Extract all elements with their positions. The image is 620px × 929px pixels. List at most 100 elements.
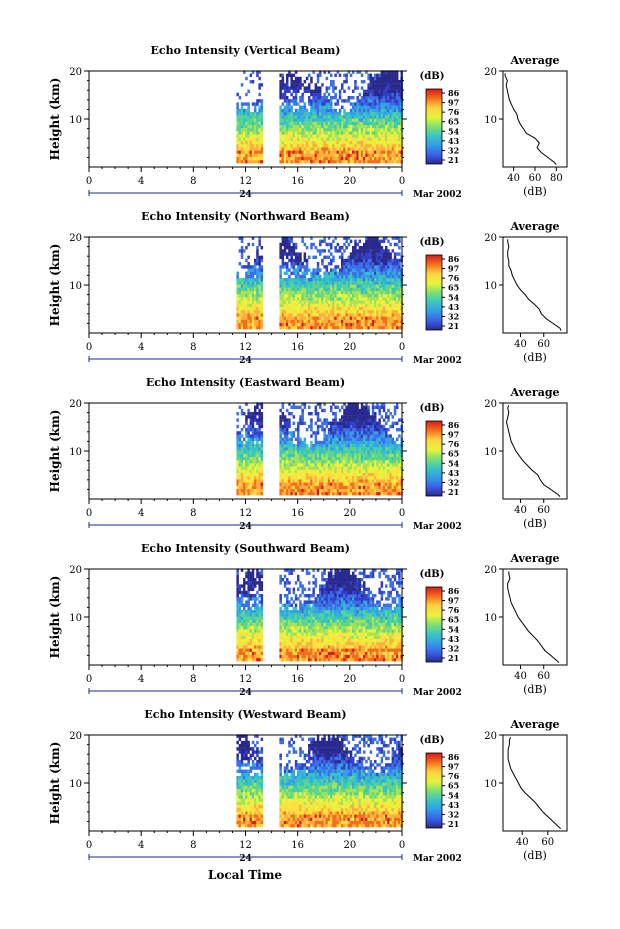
- heatmap-cell: [303, 86, 307, 90]
- heatmap-cell: [382, 144, 386, 148]
- heatmap-cell: [341, 456, 344, 461]
- heatmap-cell: [301, 105, 304, 109]
- heatmap-cell: [385, 268, 388, 272]
- heatmap-cell: [323, 466, 326, 470]
- heatmap-cell: [354, 476, 357, 480]
- heatmap-cell: [283, 281, 287, 285]
- heatmap-cell: [281, 319, 285, 323]
- heatmap-cell: [281, 137, 285, 141]
- heatmap-cell: [254, 456, 257, 461]
- heatmap-cell: [297, 83, 300, 87]
- heatmap-cell: [256, 437, 259, 441]
- heatmap-cell: [360, 440, 364, 445]
- heatmap-cell: [380, 476, 384, 480]
- heatmap-cell: [376, 73, 379, 77]
- x-tick-label: 4: [138, 342, 144, 353]
- heatmap-cell: [385, 492, 388, 496]
- heatmap-cell: [256, 476, 259, 480]
- heatmap-cell: [327, 156, 331, 161]
- heatmap-cell: [341, 463, 344, 467]
- heatmap-cell: [369, 144, 373, 148]
- heatmap-cell: [303, 242, 307, 247]
- heatmap-cell: [308, 268, 311, 272]
- heatmap-cell: [245, 472, 248, 477]
- heatmap-cell: [387, 479, 390, 483]
- heatmap-cell: [382, 287, 386, 291]
- heatmap-cell: [323, 131, 326, 135]
- heatmap-cell: [345, 440, 348, 445]
- heatmap-cell: [347, 306, 351, 311]
- heatmap-cell: [376, 96, 379, 100]
- heatmap-cell: [294, 255, 298, 259]
- heatmap-cell: [393, 322, 397, 327]
- heatmap-cell: [256, 306, 259, 311]
- heatmap-cell: [323, 310, 326, 314]
- heatmap-cell: [341, 421, 344, 425]
- heatmap-cell: [238, 476, 242, 480]
- heatmap-cell: [319, 281, 322, 285]
- heatmap-cell: [260, 246, 264, 250]
- heatmap-cell: [240, 144, 244, 148]
- heatmap-cell: [258, 140, 261, 145]
- heatmap-cell: [321, 144, 324, 148]
- heatmap-cell: [243, 284, 246, 288]
- heatmap-cell: [260, 322, 264, 327]
- heatmap-cell: [336, 300, 340, 304]
- heatmap-cell: [332, 112, 335, 116]
- heatmap-cell: [380, 290, 384, 295]
- heatmap-cell: [314, 444, 318, 448]
- heatmap-cell: [376, 421, 379, 425]
- heatmap-cell: [301, 303, 304, 307]
- heatmap-cell: [380, 437, 384, 441]
- heatmap-cell: [303, 306, 307, 311]
- heatmap-cell: [299, 156, 302, 161]
- heatmap-cell: [288, 322, 291, 327]
- heatmap-cell: [387, 89, 390, 93]
- heatmap-cell: [249, 492, 253, 496]
- heatmap-cell: [341, 492, 344, 496]
- heatmap-cell: [325, 297, 329, 301]
- heatmap-cell: [327, 118, 331, 122]
- heatmap-cell: [367, 134, 370, 138]
- heatmap-cell: [341, 319, 344, 323]
- heatmap-cell: [288, 482, 291, 486]
- heatmap-cell: [380, 102, 384, 106]
- heatmap-cell: [374, 437, 377, 441]
- heatmap-cell: [369, 492, 373, 496]
- heatmap-cell: [371, 137, 375, 141]
- heatmap-cell: [385, 463, 388, 467]
- heatmap-cell: [349, 140, 353, 145]
- heatmap-cell: [369, 137, 373, 141]
- heatmap-cell: [254, 284, 257, 288]
- heatmap-cell: [238, 134, 242, 138]
- heatmap-cell: [288, 421, 291, 425]
- heatmap-cell: [323, 485, 326, 489]
- heatmap-cell: [354, 265, 357, 269]
- heatmap-cell: [334, 246, 337, 250]
- heatmap-cell: [369, 249, 373, 253]
- heatmap-cell: [389, 482, 392, 486]
- heatmap-cell: [283, 313, 287, 317]
- heatmap-cell: [389, 488, 392, 493]
- heatmap-cell: [288, 128, 291, 132]
- heatmap-cell: [347, 140, 351, 145]
- heatmap-cell: [279, 437, 282, 441]
- average-y-tick-label: 20: [484, 233, 497, 244]
- heatmap-cell: [334, 118, 337, 122]
- heatmap-cell: [299, 306, 302, 311]
- heatmap-cell: [336, 431, 340, 435]
- heatmap-cell: [256, 73, 259, 77]
- heatmap-cell: [240, 83, 244, 87]
- heatmap-cell: [354, 156, 357, 161]
- heatmap-cell: [338, 482, 342, 486]
- heatmap-cell: [363, 284, 366, 288]
- colorbar-tick-label: 32: [448, 145, 459, 155]
- y-tick-label: 10: [69, 115, 82, 126]
- heatmap-cell: [236, 278, 239, 282]
- heatmap-cell: [334, 310, 337, 314]
- heatmap-cell: [336, 322, 340, 327]
- heatmap-cell: [303, 310, 307, 314]
- heatmap-cell: [352, 131, 355, 135]
- heatmap-cell: [310, 444, 313, 448]
- heatmap-cell: [371, 460, 375, 464]
